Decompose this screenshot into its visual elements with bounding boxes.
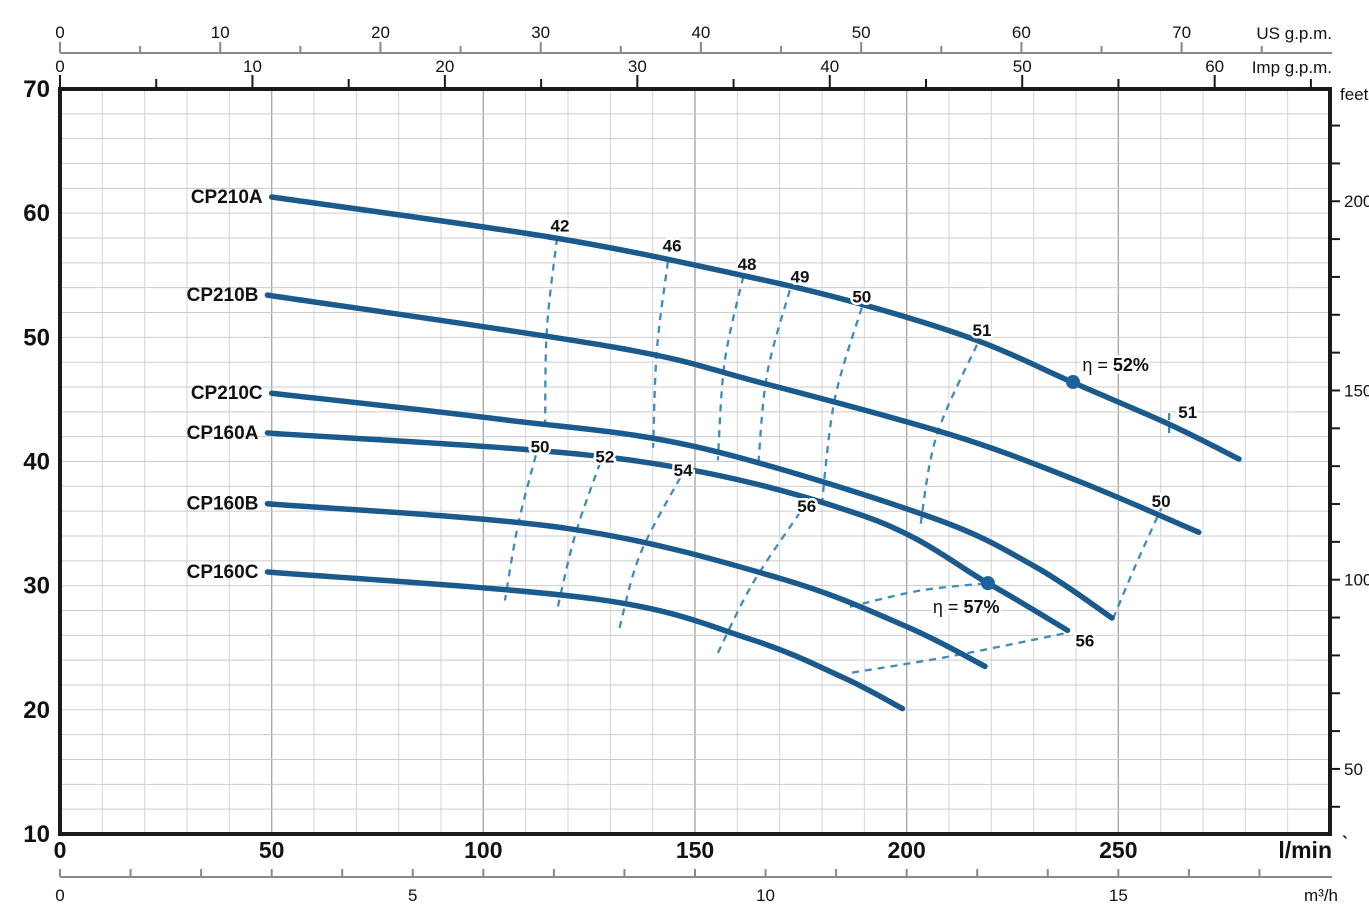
imp-gpm-tick-label: 20: [435, 57, 454, 76]
head-m-tick-label: 10: [23, 821, 50, 848]
pump-curve-label-CP210A: CP210A: [191, 187, 263, 208]
m3h-tick-label: 15: [1109, 886, 1128, 905]
lmin-tick-label: 150: [676, 837, 714, 863]
contour-label-50: 50: [1152, 492, 1171, 511]
efficiency-contour-CP210-51: [918, 344, 978, 530]
m3h-tick-label: 10: [756, 886, 775, 905]
contour-label-50: 50: [531, 438, 550, 457]
us-gpm-tick-label: 60: [1012, 23, 1031, 42]
contour-label-48: 48: [738, 255, 757, 274]
lmin-tick-label: 50: [259, 837, 285, 863]
best-efficiency-label-52%: η = 52%: [1082, 355, 1149, 375]
contour-label-56: 56: [1075, 631, 1094, 650]
contour-label-46: 46: [663, 236, 682, 255]
imp-gpm-tick-label: 10: [243, 57, 262, 76]
imp-gpm-tick-label: 0: [55, 57, 64, 76]
efficiency-contour-CP160-56: [715, 511, 801, 657]
efficiency-contour-CP210-50: [1111, 504, 1164, 620]
lmin-tick-label: 200: [887, 837, 925, 863]
head-m-tick-label: 30: [23, 573, 50, 600]
pump-curve-CP210A: [268, 194, 1242, 462]
m3h-tick-label: 5: [408, 886, 417, 905]
efficiency-contour-CP160-57: [849, 582, 989, 608]
efficiency-contour-CP210-49: [756, 289, 791, 468]
efficiency-contour-CP210-48: [716, 276, 745, 461]
us-gpm-tick-label: 50: [852, 23, 871, 42]
pump-curve-label-CP210B: CP210B: [187, 285, 259, 306]
feet-unit-label: feet: [1340, 85, 1369, 104]
contour-label-56: 56: [797, 497, 816, 516]
axis-imp-gpm: 0 10 20 30 40 50 60 Imp g.p.m.: [55, 57, 1332, 87]
plot-border: [58, 87, 1332, 836]
head-m-tick-label: 50: [23, 324, 50, 351]
pump-curve-CP160C: [264, 569, 906, 712]
best-efficiency-dot-57%: [980, 576, 995, 591]
contour-label-51: 51: [973, 321, 992, 340]
m3h-unit-label: m³/h: [1304, 886, 1338, 905]
lmin-tick-label: 250: [1099, 837, 1137, 863]
feet-tick-label: 100: [1344, 571, 1369, 590]
head-m-tick-label: 40: [23, 449, 50, 476]
axis-feet: 50 100 150 200 feet: [1330, 85, 1369, 808]
us-gpm-tick-label: 0: [55, 23, 64, 42]
contour-label-42: 42: [550, 217, 569, 236]
axis-m3h: 0 5 10 15 m³/h: [55, 869, 1338, 905]
head-m-tick-label: 20: [23, 697, 50, 724]
imp-gpm-tick-label: 60: [1205, 57, 1224, 76]
pump-curve-CP160B: [264, 500, 988, 670]
feet-tick-label: 200: [1344, 192, 1369, 211]
pump-curve-label-CP160A: CP160A: [187, 423, 259, 444]
best-efficiency-dot-52%: [1066, 375, 1081, 390]
pump-curve-label-CP210C: CP210C: [191, 383, 263, 404]
contour-label-52: 52: [595, 448, 614, 467]
us-gpm-tick-label: 40: [691, 23, 710, 42]
gridlines: [60, 89, 1330, 834]
best-efficiency-points: η = 52% η = 57%: [930, 352, 1151, 619]
stray-mark: `: [1342, 833, 1348, 853]
us-gpm-tick-label: 20: [371, 23, 390, 42]
imp-gpm-tick-label: 50: [1013, 57, 1032, 76]
us-gpm-unit-label: US g.p.m.: [1256, 24, 1332, 43]
efficiency-contour-CP160-54: [618, 477, 682, 630]
axis-lmin: 0 50 100 150 200 250 l/min `: [54, 833, 1348, 863]
imp-gpm-tick-label: 30: [628, 57, 647, 76]
m3h-tick-label: 0: [55, 886, 64, 905]
contour-value-labels: 42 46 48 49 50 51 51 50 50 52 54 56 56: [528, 214, 1200, 653]
pump-curve-label-CP160C: CP160C: [187, 562, 259, 583]
contour-label-49: 49: [791, 267, 810, 286]
lmin-tick-label: 100: [464, 837, 502, 863]
contour-label-54: 54: [674, 461, 693, 480]
feet-tick-label: 50: [1344, 760, 1363, 779]
lmin-unit-label: l/min: [1278, 837, 1332, 863]
feet-tick-label: 150: [1344, 381, 1369, 400]
us-gpm-tick-label: 30: [531, 23, 550, 42]
best-efficiency-label-57%: η = 57%: [933, 597, 1000, 617]
head-m-tick-label: 60: [23, 200, 50, 227]
contour-label-50: 50: [852, 287, 871, 306]
imp-gpm-tick-label: 40: [820, 57, 839, 76]
efficiency-contour-CP210-42: [543, 237, 559, 428]
pump-curve-CP210C: [268, 390, 1115, 621]
lmin-tick-label: 0: [54, 837, 67, 863]
imp-gpm-unit-label: Imp g.p.m.: [1252, 58, 1332, 77]
head-m-tick-label: 70: [23, 76, 50, 103]
contour-label-51: 51: [1178, 403, 1197, 422]
pump-curve-CP210B: [264, 292, 1202, 536]
axis-head-m: 70 60 50 40 30 20 10: [23, 76, 50, 848]
us-gpm-tick-label: 70: [1172, 23, 1191, 42]
axis-us-gpm: 0 10 20 30 40 50 60 70 US g.p.m.: [55, 23, 1332, 54]
us-gpm-tick-label: 10: [211, 23, 230, 42]
pump-curve-label-CP160B: CP160B: [187, 494, 259, 515]
